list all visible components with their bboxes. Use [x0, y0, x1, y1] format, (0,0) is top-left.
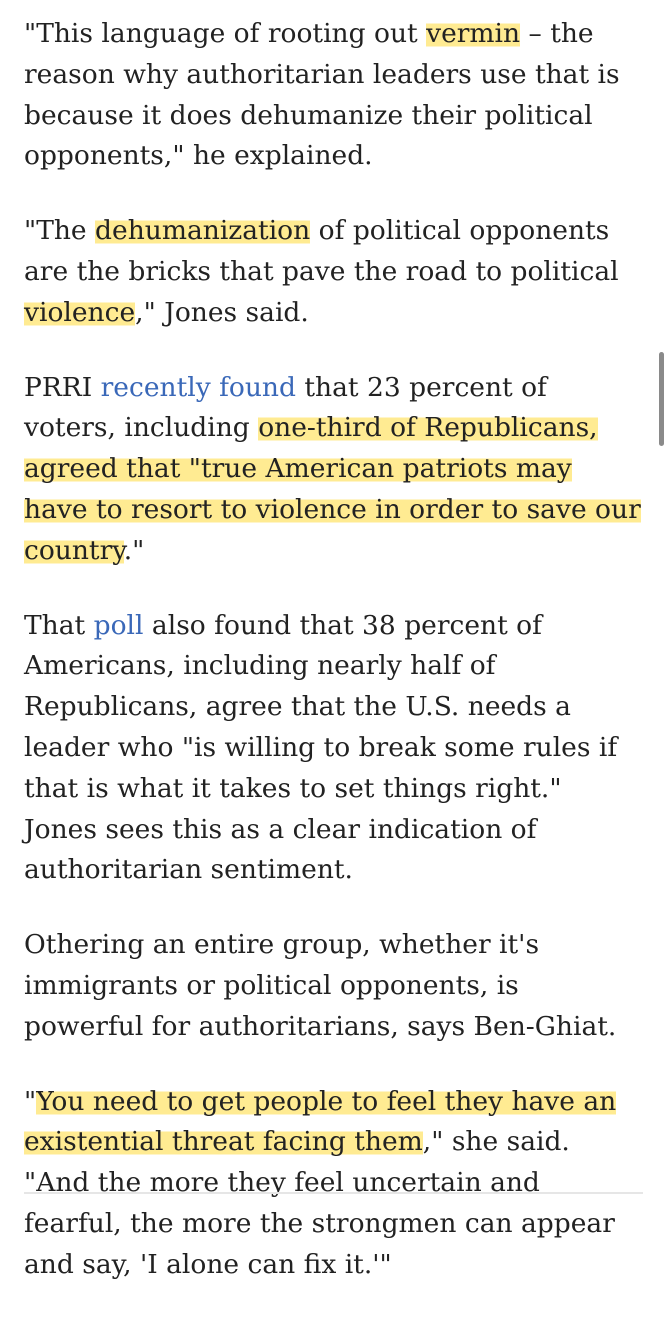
text-span: "The	[24, 215, 96, 247]
divider	[24, 1192, 643, 1194]
text-span: That	[24, 609, 94, 641]
text-span: ," Jones said.	[135, 296, 309, 328]
text-span: Othering an entire group, whether it's i…	[24, 929, 617, 1042]
recently-found-link[interactable]: recently found	[100, 371, 296, 403]
paragraph: That poll also found that 38 percent of …	[24, 606, 642, 892]
text-span: – the reason why authoritarian leaders u…	[24, 18, 620, 172]
text-span: PRRI	[24, 371, 101, 403]
paragraph: "This language of rooting out vermin – t…	[24, 14, 642, 177]
highlight-span[interactable]: vermin	[426, 18, 521, 49]
text-span: "This language of rooting out	[24, 18, 427, 49]
paragraph: PRRI recently found that 23 percent of v…	[24, 368, 642, 572]
text-span: of political opponents are the bricks th…	[24, 215, 619, 287]
scrollbar-thumb[interactable]	[659, 352, 664, 446]
text-span: that 23 percent of voters, including	[24, 371, 547, 444]
highlight-span[interactable]: dehumanization	[95, 215, 311, 247]
text-span: ."	[123, 534, 145, 566]
article-body: "This language of rooting out vermin – t…	[24, 14, 642, 1320]
text-span: also found that 38 percent of Americans,…	[24, 609, 618, 886]
text-span: "	[24, 1085, 37, 1117]
highlight-span[interactable]: violence	[24, 296, 136, 328]
paragraph: "You need to get people to feel they hav…	[24, 1082, 642, 1286]
poll-link[interactable]: poll	[93, 609, 144, 641]
paragraph: Othering an entire group, whether it's i…	[24, 925, 642, 1047]
paragraph: "The dehumanization of political opponen…	[24, 211, 642, 333]
